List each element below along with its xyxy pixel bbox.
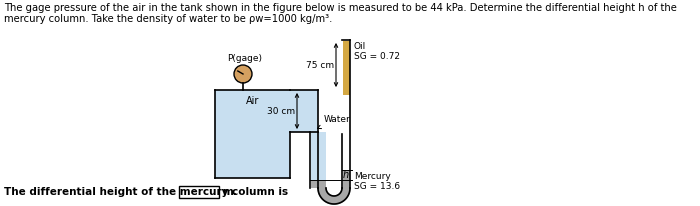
Text: Oil
SG = 0.72: Oil SG = 0.72 [354,42,400,61]
Text: Water: Water [318,115,351,129]
Bar [179,186,219,198]
Text: 75 cm: 75 cm [306,61,334,69]
Bar [290,90,318,132]
Text: h: h [343,170,349,180]
Text: The differential height of the mercury column is: The differential height of the mercury c… [4,187,288,197]
Bar [215,90,290,178]
Text: Air: Air [246,96,259,106]
Bar [311,132,326,180]
Bar [342,41,349,95]
Circle shape [234,65,252,83]
Text: Mercury
SG = 13.6: Mercury SG = 13.6 [354,172,400,191]
Text: mercury column. Take the density of water to be ρᴡ=1000 kg/m³.: mercury column. Take the density of wate… [4,14,332,24]
Bar [311,180,326,188]
Polygon shape [318,188,350,204]
Text: 30 cm: 30 cm [267,107,295,116]
Text: The gage pressure of the air in the tank shown in the figure below is measured t: The gage pressure of the air in the tank… [4,3,677,13]
Text: m.: m. [222,187,237,197]
Text: P(gage): P(gage) [228,54,262,63]
Bar [342,170,349,188]
